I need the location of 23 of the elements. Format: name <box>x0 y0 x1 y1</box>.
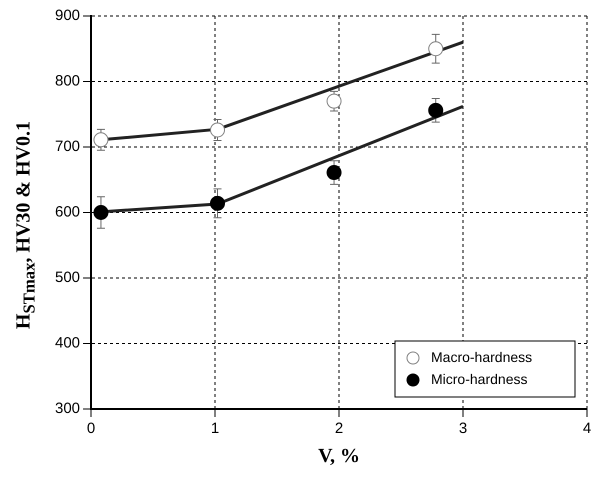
point <box>326 94 342 109</box>
y-tick-label: 400 <box>54 334 80 352</box>
y-tick-label: 700 <box>54 138 80 156</box>
point <box>210 196 225 211</box>
x-tick-label: 2 <box>334 420 344 438</box>
y-tick-label: 500 <box>54 269 80 286</box>
legend-label: Micro-hardness <box>431 370 528 387</box>
point <box>93 205 108 220</box>
x-tick-label: 1 <box>210 420 220 438</box>
x-tick-label: 0 <box>86 420 96 438</box>
legend-label: Macro-hardness <box>431 348 532 365</box>
x-tick-label: 4 <box>582 420 592 438</box>
point <box>210 122 225 138</box>
point <box>326 165 342 180</box>
x-axis-title: V, % <box>318 445 360 468</box>
point <box>428 102 444 118</box>
y-tick-label: 900 <box>54 7 80 24</box>
point <box>428 41 444 56</box>
y-tick-label: 600 <box>54 204 80 221</box>
point <box>93 132 108 148</box>
y-tick-label: 800 <box>54 72 80 90</box>
x-tick-label: 3 <box>458 420 468 438</box>
y-tick-label: 300 <box>54 400 80 418</box>
